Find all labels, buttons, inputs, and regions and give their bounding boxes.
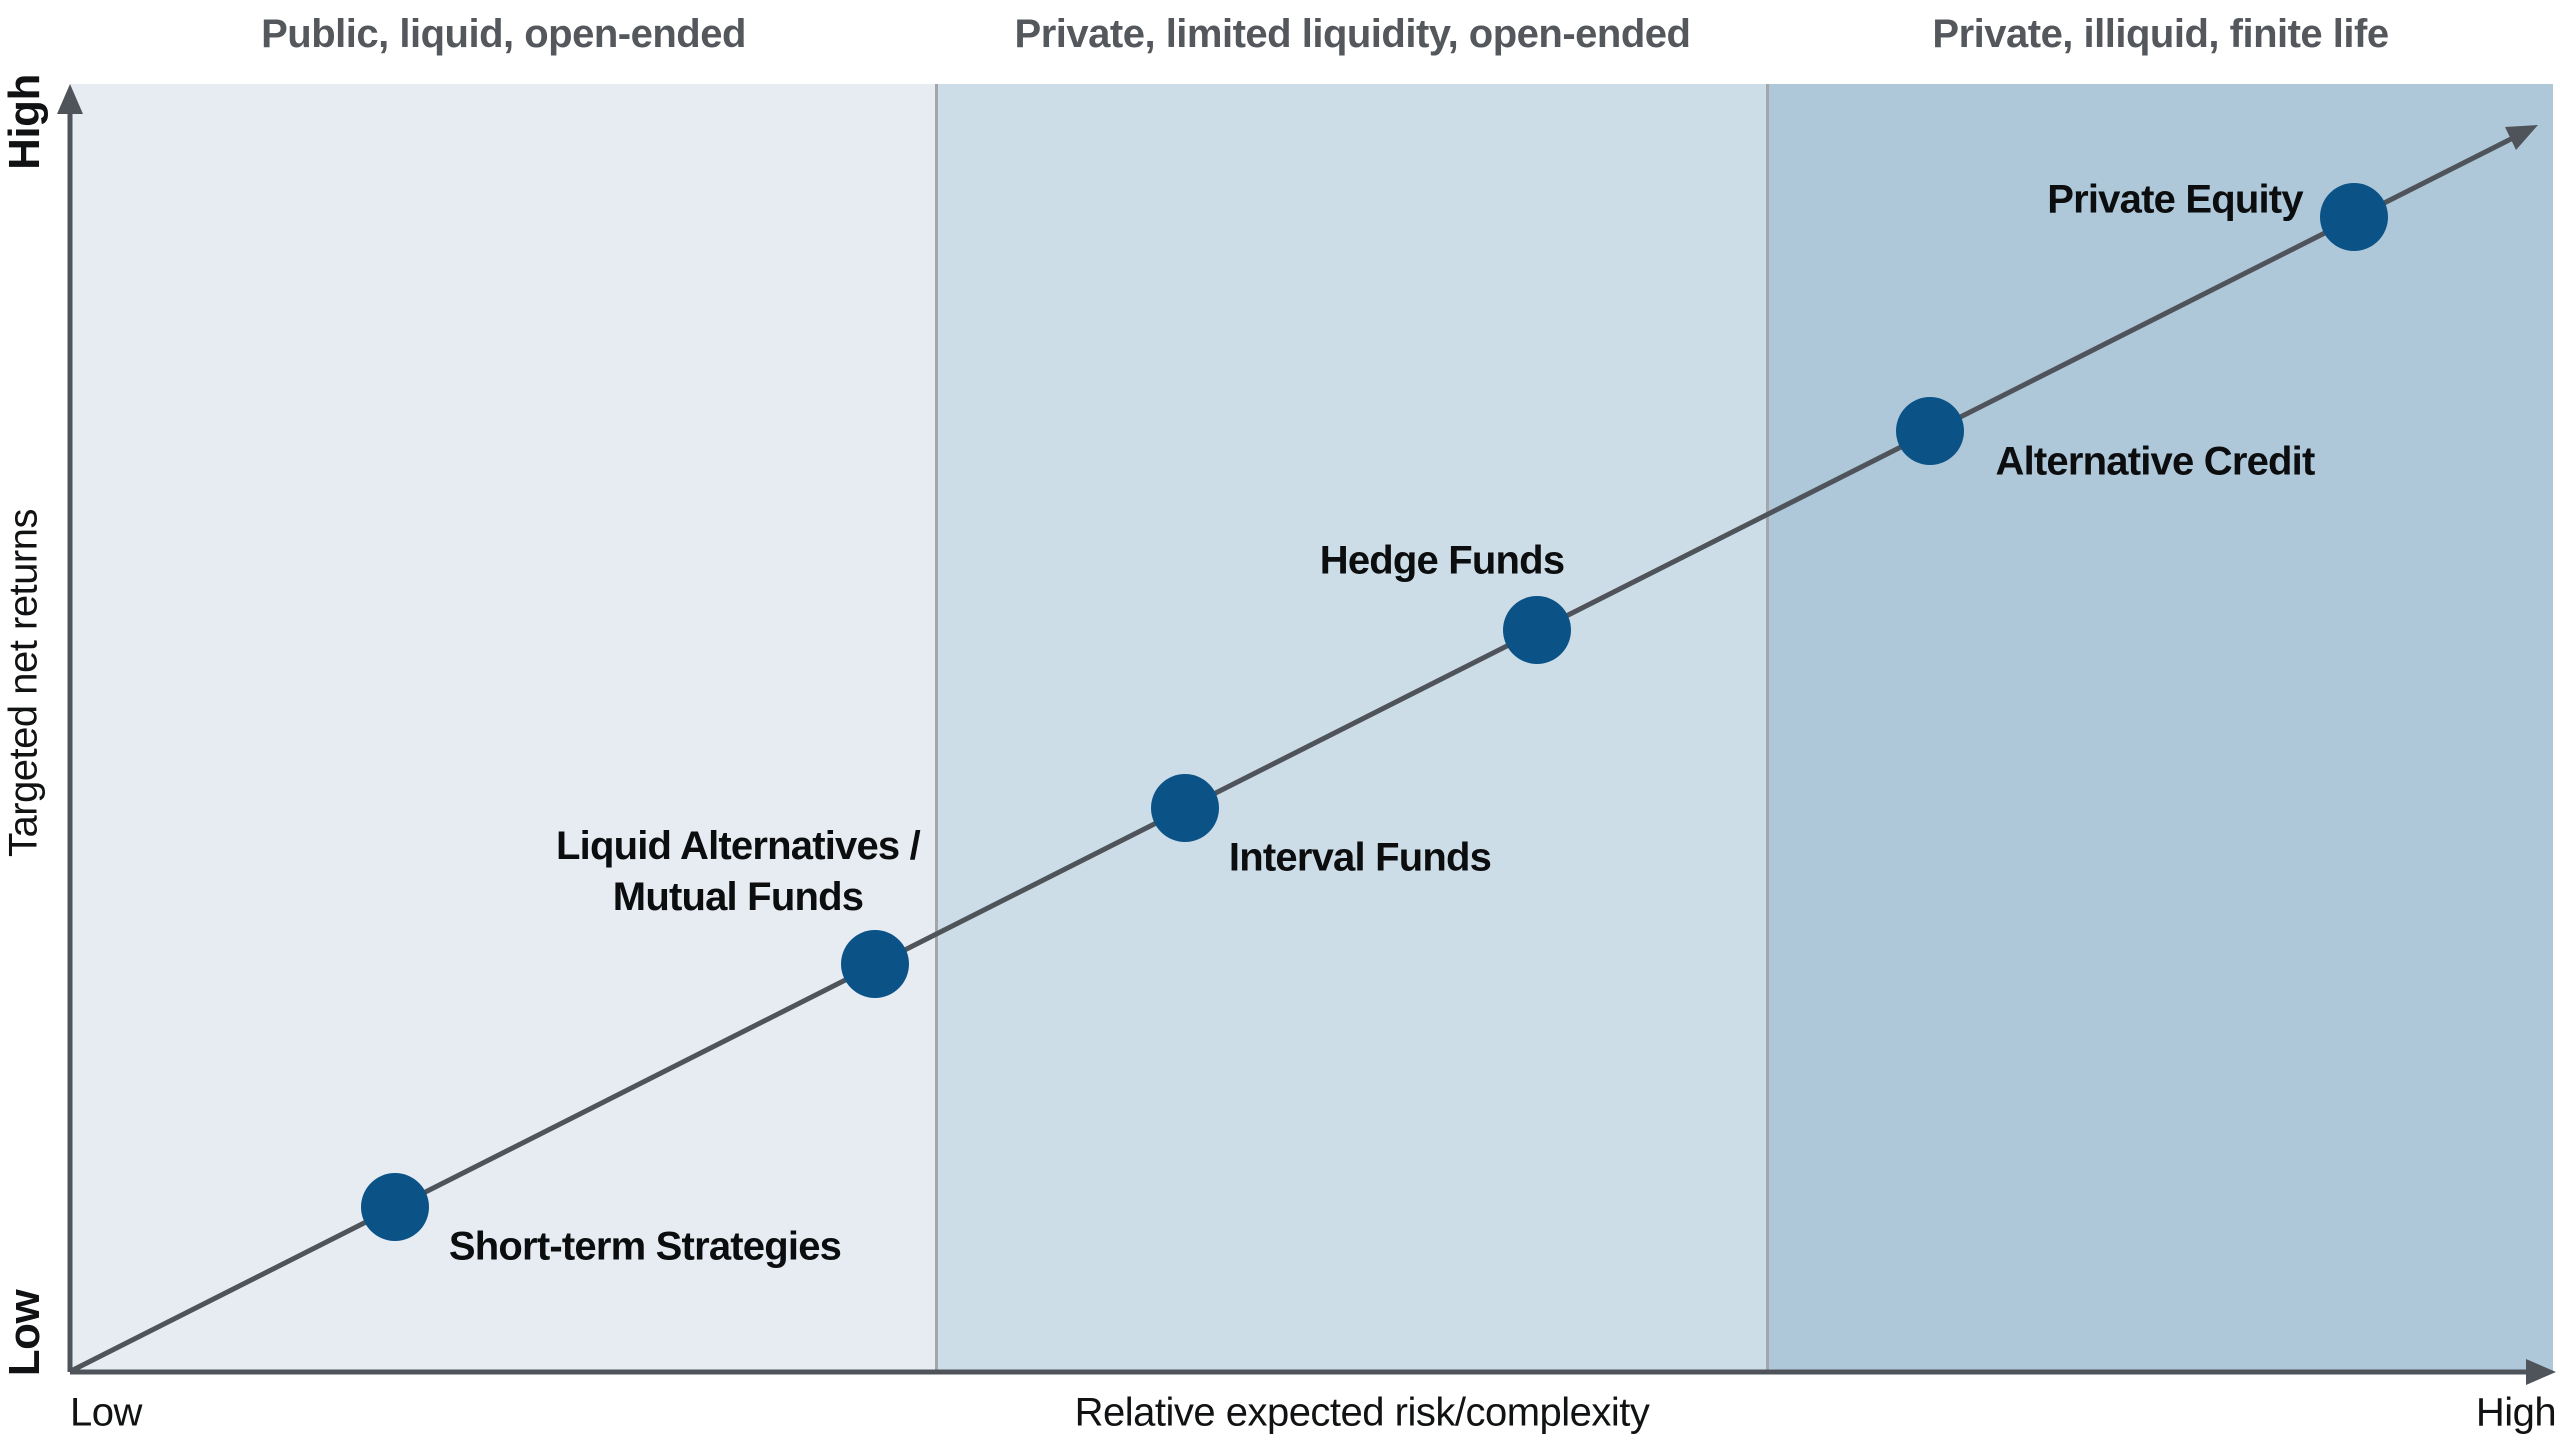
data-point-interval-funds: [1151, 774, 1219, 842]
region-band-private-limited: [937, 84, 1768, 1372]
region-header-private-limited: Private, limited liquidity, open-ended: [1014, 12, 1691, 56]
data-point-private-equity: [2320, 183, 2388, 251]
trend-line-arrow-icon: [2505, 125, 2538, 150]
x-axis-high-label: High: [2475, 1390, 2557, 1435]
label-liquid-alternatives-line2: Mutual Funds: [612, 875, 864, 919]
data-point-alternative-credit: [1896, 397, 1964, 465]
label-alternative-credit: Alternative Credit: [1995, 439, 2315, 484]
data-point-hedge-funds: [1503, 596, 1571, 664]
region-header-public: Public, liquid, open-ended: [261, 12, 746, 56]
y-axis-title: Targeted net returns: [1, 509, 46, 857]
data-point-liquid-alternatives: [841, 930, 909, 998]
band-divider-2: [1766, 84, 1769, 1372]
trend-line: [69, 136, 2513, 1374]
x-axis-low-label: Low: [70, 1390, 142, 1435]
label-liquid-alternatives-line1: Liquid Alternatives /: [555, 823, 921, 868]
x-axis-arrow-icon: [2526, 1359, 2556, 1385]
y-axis-arrow-icon: [57, 84, 83, 114]
y-axis-low-label: Low: [0, 1289, 49, 1377]
x-axis-title: Relative expected risk/complexity: [1074, 1390, 1650, 1435]
y-axis-high-label: High: [0, 74, 49, 170]
label-hedge-funds: Hedge Funds: [1319, 538, 1565, 583]
label-interval-funds: Interval Funds: [1228, 835, 1492, 880]
region-band-private-illiquid: [1768, 84, 2553, 1372]
region-band-public: [70, 84, 937, 1372]
label-liquid-alternatives: Liquid Alternatives / Mutual Funds: [555, 821, 921, 923]
region-header-private-illiquid: Private, illiquid, finite life: [1932, 12, 2389, 56]
data-point-short-term-strategies: [361, 1173, 429, 1241]
label-short-term-strategies: Short-term Strategies: [448, 1224, 842, 1269]
label-private-equity: Private Equity: [2047, 177, 2303, 222]
band-divider-1: [935, 84, 938, 1372]
